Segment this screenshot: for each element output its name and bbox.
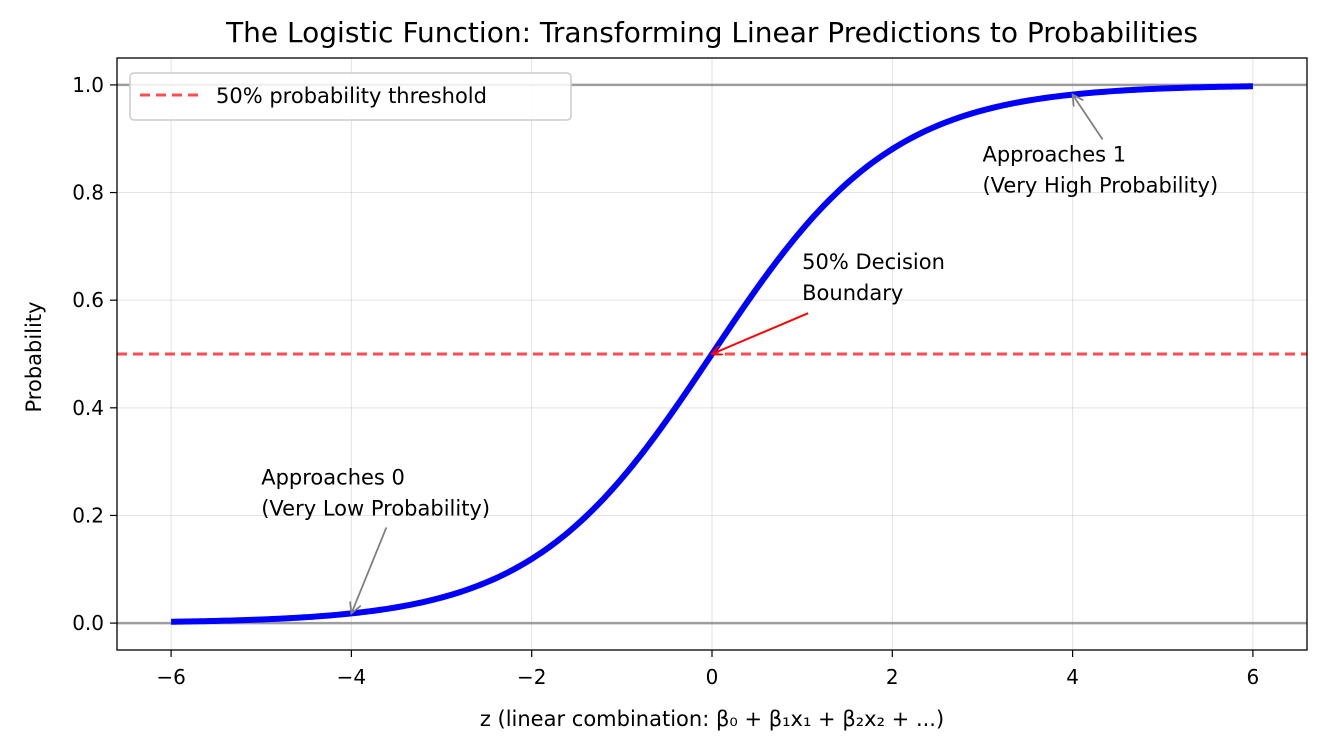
- x-tick-label: 0: [706, 665, 719, 689]
- legend-box: [129, 72, 572, 121]
- annotation-text-1: Approaches 0 (Very Low Probability): [261, 465, 490, 520]
- x-axis-label: z (linear combination: β₀ + β₁x₁ + β₂x₂ …: [480, 707, 944, 731]
- annotation-arrow-2: [1073, 95, 1104, 141]
- y-tick-label: 0.4: [72, 396, 104, 420]
- x-tick-label: −6: [156, 665, 185, 689]
- y-axis-label: Probability: [22, 301, 46, 412]
- annotations: 50% Decision Boundary Approaches 0 (Very Lo…: [261, 95, 1218, 614]
- y-tick-label: 0.0: [72, 611, 104, 635]
- y-tick-label: 0.2: [72, 503, 104, 527]
- x-tick-label: −2: [517, 665, 546, 689]
- x-tick-label: 6: [1247, 665, 1260, 689]
- chart-title: The Logistic Function: Transforming Line…: [225, 16, 1198, 49]
- legend-label-threshold: 50% probability threshold: [216, 84, 487, 108]
- x-tick-label: 2: [886, 665, 899, 689]
- x-tick-label: 4: [1066, 665, 1079, 689]
- annotation-text-0: 50% Decision Boundary: [802, 250, 945, 305]
- y-tick-label: 0.8: [72, 181, 104, 205]
- y-tick-label: 1.0: [72, 73, 104, 97]
- annotation-text-2: Approaches 1 (Very High Probability): [982, 143, 1218, 198]
- x-tick-label: −4: [337, 665, 366, 689]
- y-tick-label: 0.6: [72, 288, 104, 312]
- x-axis-ticks: −6 −4 −2 0 2 4 6: [156, 650, 1259, 689]
- annotation-arrow-0: [712, 312, 809, 354]
- y-axis-ticks: 0.0 0.2 0.4 0.6 0.8 1.0: [72, 73, 117, 635]
- annotation-arrow-1: [351, 527, 388, 613]
- legend: 50% probability threshold: [129, 72, 572, 121]
